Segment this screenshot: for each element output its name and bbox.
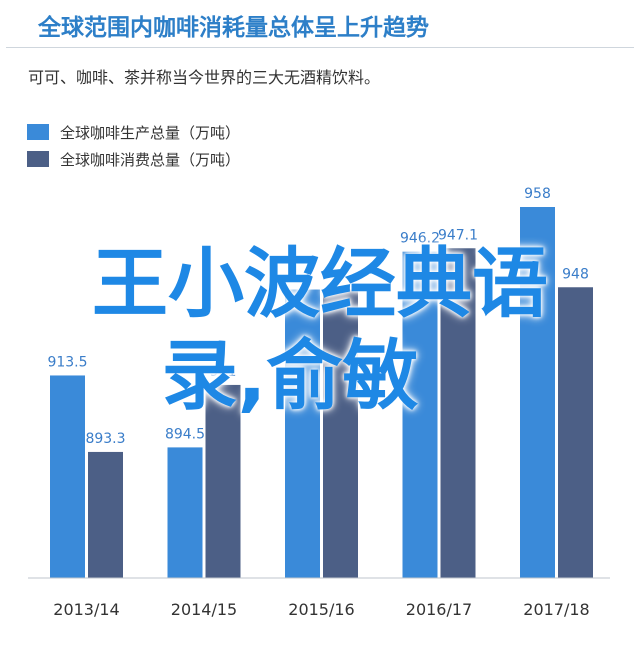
data-label: 893.3 bbox=[85, 431, 125, 447]
legend-swatch bbox=[27, 124, 49, 140]
bar bbox=[285, 289, 320, 578]
data-label: 911 bbox=[210, 364, 237, 380]
data-label: 913.5 bbox=[47, 354, 87, 370]
data-label: 947.1 bbox=[438, 227, 478, 243]
bar bbox=[440, 248, 476, 578]
x-tick-label: 2016/17 bbox=[406, 600, 472, 619]
legend-label: 全球咖啡消费总量（万吨） bbox=[60, 151, 240, 169]
chart-title: 全球范围内咖啡消耗量总体呈上升趋势 bbox=[38, 15, 429, 41]
bar bbox=[402, 251, 438, 578]
legend-label: 全球咖啡生产总量（万吨） bbox=[60, 124, 240, 142]
bar bbox=[205, 384, 241, 578]
overlay-caption: 王小波经典语 录,俞敏 bbox=[0, 238, 640, 422]
legend-swatch bbox=[27, 151, 49, 167]
overlay-line-1: 王小波经典语 bbox=[92, 239, 548, 328]
data-label: 948 bbox=[562, 266, 589, 282]
bar bbox=[88, 451, 123, 578]
x-tick-label: 2017/18 bbox=[523, 600, 589, 619]
x-tick-label: 2015/16 bbox=[288, 600, 354, 619]
x-tick-label: 2013/14 bbox=[53, 600, 119, 619]
bar bbox=[167, 447, 203, 578]
data-label: 894.5 bbox=[165, 426, 205, 442]
bar bbox=[323, 289, 358, 578]
data-label: 958 bbox=[524, 186, 551, 202]
overlay-line-2: 录,俞敏 bbox=[161, 331, 419, 420]
title-divider bbox=[6, 47, 634, 48]
chart-subtitle: 可可、咖啡、茶并称当今世界的三大无酒精饮料。 bbox=[28, 68, 381, 87]
bar bbox=[520, 207, 555, 578]
bar bbox=[50, 375, 85, 578]
x-tick-label: 2014/15 bbox=[171, 600, 237, 619]
bar bbox=[558, 287, 593, 578]
data-label: 946.2 bbox=[400, 231, 440, 247]
